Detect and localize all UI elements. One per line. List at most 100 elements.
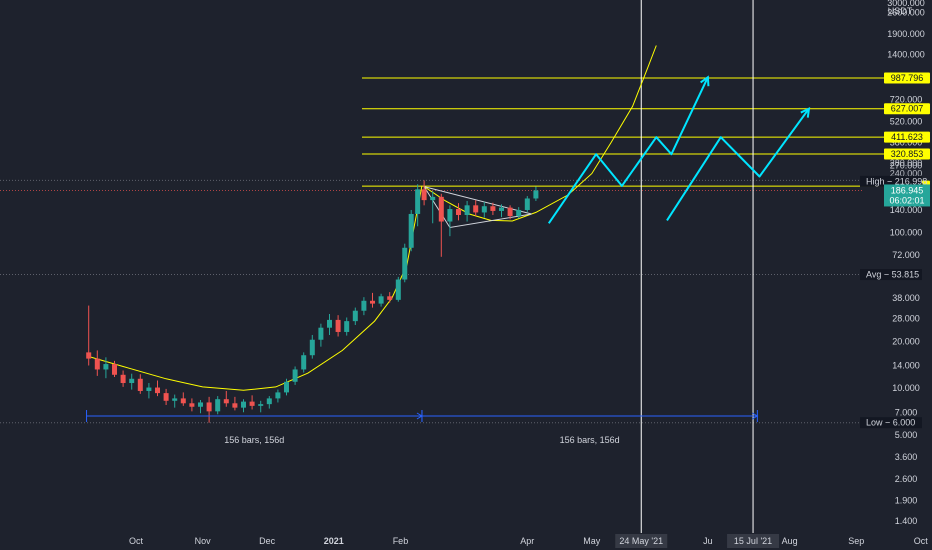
candle-body xyxy=(507,207,513,217)
candle-body xyxy=(241,401,246,408)
candle-body xyxy=(86,352,92,359)
y-tick-label: 270.000 xyxy=(890,161,923,171)
low-tag: Low − 6.000 xyxy=(866,418,915,428)
last-price-tag: 186.945 xyxy=(891,185,924,195)
candle-body xyxy=(206,402,212,412)
y-tick-label: 720.000 xyxy=(890,94,923,104)
marker-date-tag-bg xyxy=(727,534,780,548)
candle-body xyxy=(301,355,307,370)
candle-body xyxy=(490,206,496,211)
candle-body xyxy=(292,369,298,382)
vertical-markers xyxy=(640,0,754,533)
x-tick-label: Ju xyxy=(703,536,713,546)
marker-date-tag: 15 Jul '21 xyxy=(734,536,772,546)
marker-date-tag-bg xyxy=(615,534,668,548)
candle-body xyxy=(456,209,461,215)
candle-body xyxy=(275,392,281,399)
y-tick-label: 1400.000 xyxy=(887,49,925,59)
x-tick-label: Apr xyxy=(520,536,534,546)
x-tick-label: Oct xyxy=(914,536,929,546)
candle-body xyxy=(473,205,479,213)
candle-body xyxy=(387,296,393,300)
cup-curve-1 xyxy=(88,185,423,391)
range-label: 156 bars, 156d xyxy=(560,435,620,445)
candle-body xyxy=(335,319,341,332)
y-tick-label: 14.000 xyxy=(892,360,920,370)
range-arrowhead xyxy=(752,412,759,420)
date-ranges: 156 bars, 156d 156 bars, 156d xyxy=(86,410,759,445)
candle-body xyxy=(223,399,229,404)
y-tick-label: 72.000 xyxy=(892,250,920,260)
high-tag: High − 216.998 xyxy=(866,176,927,186)
candle-body xyxy=(146,387,152,391)
y-tick-label: 2.600 xyxy=(895,474,918,484)
currency-label: USDT xyxy=(888,6,913,16)
price-level-tag: 411.623 xyxy=(891,132,923,142)
y-tick-label: 7.000 xyxy=(895,407,918,417)
y-tick-label: 1900.000 xyxy=(887,29,925,39)
candle-body xyxy=(370,300,375,304)
y-tick-label: 100.000 xyxy=(890,228,923,238)
candle-body xyxy=(318,327,324,340)
candle-body xyxy=(266,398,272,405)
candle-body xyxy=(189,403,195,407)
candle-body xyxy=(112,364,117,375)
x-axis[interactable]: OctNovDec2021FebAprMayJuAugSepOctNov xyxy=(129,536,932,546)
x-tick-label: Feb xyxy=(393,536,409,546)
triangle-pattern xyxy=(423,186,532,229)
price-level-tag: 627.007 xyxy=(891,104,924,114)
candle-body xyxy=(103,364,109,370)
candle-body xyxy=(172,398,178,401)
candle-body xyxy=(378,296,384,304)
candle-body xyxy=(415,189,421,214)
price-level-tag-bg xyxy=(884,131,930,143)
x-tick-label: Nov xyxy=(195,536,212,546)
projection-paths xyxy=(547,75,811,224)
x-tick-label: Sep xyxy=(848,536,864,546)
x-tick-label: Aug xyxy=(782,536,798,546)
countdown-tag: 06:02:01 xyxy=(889,195,924,205)
candle-body xyxy=(516,209,522,217)
candle-body xyxy=(524,198,530,210)
candle-body xyxy=(395,279,401,300)
x-tick-label: May xyxy=(583,536,601,546)
y-tick-label: 280.000 xyxy=(890,158,923,168)
candle-body xyxy=(352,310,358,322)
y-tick-label: 20.000 xyxy=(892,336,920,346)
avg-tag-bg xyxy=(860,269,922,281)
candle-body xyxy=(284,381,289,393)
y-tick-label: 5.000 xyxy=(895,430,918,440)
y-tick-label: 1.900 xyxy=(895,495,918,505)
candle-body xyxy=(198,402,203,407)
projection-path-1 xyxy=(547,76,709,224)
avg-tag: Avg − 53.815 xyxy=(866,270,919,280)
candle-body xyxy=(232,403,238,408)
y-tick-label: 1.400 xyxy=(895,516,918,526)
candle-body xyxy=(533,190,539,199)
high-tag-bg xyxy=(860,175,922,187)
projection-path-2-arrowhead xyxy=(800,107,811,118)
candle-body xyxy=(481,206,487,213)
y-tick-label: 3000.000 xyxy=(887,0,925,8)
candle-body xyxy=(129,378,135,384)
candle-body xyxy=(408,213,414,248)
candle-body xyxy=(344,321,350,332)
candle-body xyxy=(94,358,100,370)
candles xyxy=(86,180,539,423)
x-tick-label: Oct xyxy=(129,536,144,546)
price-tags: 987.796627.007411.623320.853199.279High … xyxy=(615,72,930,548)
y-tick-label: 28.000 xyxy=(892,314,920,324)
price-level-tag: 987.796 xyxy=(891,73,924,83)
y-tick-label: 3.600 xyxy=(895,452,918,462)
candle-body xyxy=(163,393,169,401)
y-tick-label: 2600.000 xyxy=(887,8,925,18)
low-tag-bg xyxy=(860,417,922,429)
candle-body xyxy=(464,205,470,215)
candle-body xyxy=(430,196,436,201)
last-price-tag-bg xyxy=(884,184,930,207)
candle-body xyxy=(447,209,453,222)
price-level-tag-bg xyxy=(884,148,930,160)
candle-body xyxy=(249,401,255,406)
